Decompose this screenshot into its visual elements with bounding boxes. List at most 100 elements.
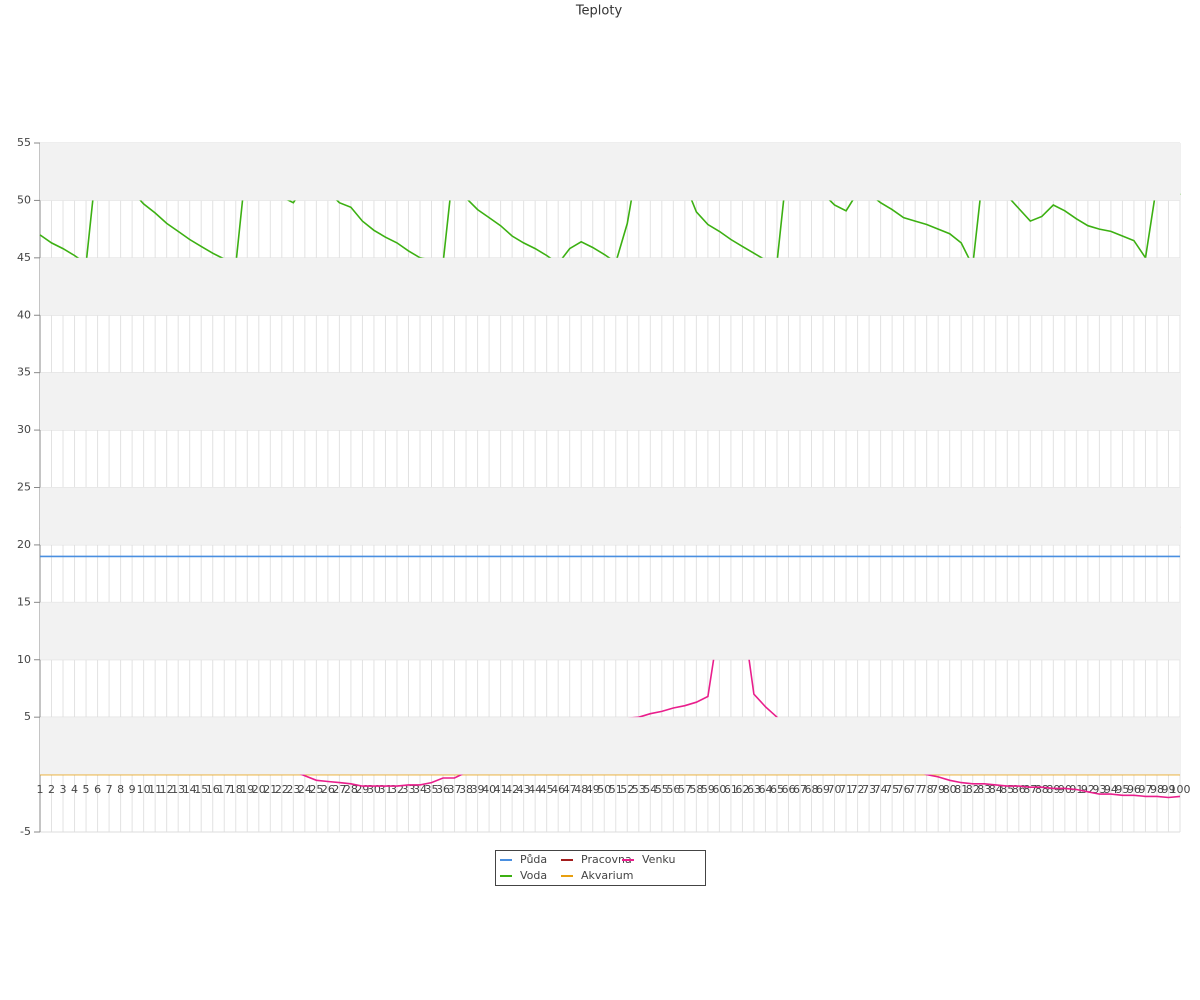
- x-tick-label: 55: [655, 783, 669, 796]
- x-tick-label: 68: [805, 783, 819, 796]
- chart-title: Teploty: [575, 4, 623, 19]
- x-tick-label: 36: [436, 783, 450, 796]
- x-tick-label: 71: [839, 783, 853, 796]
- x-tick-label: 100: [1170, 783, 1191, 796]
- legend-label: Pracovna: [581, 853, 632, 866]
- y-tick-label: 55: [17, 136, 31, 149]
- x-tick-label: 99: [1161, 783, 1175, 796]
- x-tick-label: 51: [609, 783, 623, 796]
- x-tick-label: 66: [781, 783, 795, 796]
- x-tick-label: 21: [263, 783, 277, 796]
- x-tick-label: 44: [528, 783, 542, 796]
- x-tick-label: 13: [171, 783, 185, 796]
- x-tick-label: 84: [989, 783, 1003, 796]
- x-tick-label: 98: [1150, 783, 1164, 796]
- y-tick-label: 20: [17, 538, 31, 551]
- x-tick-label: 61: [724, 783, 738, 796]
- x-tick-label: 96: [1127, 783, 1141, 796]
- x-tick-label: 42: [505, 783, 519, 796]
- x-tick-label: 3: [60, 783, 67, 796]
- x-tick-label: 76: [897, 783, 911, 796]
- y-tick-label: 5: [24, 710, 31, 723]
- x-tick-label: 89: [1046, 783, 1060, 796]
- x-tick-label: 70: [828, 783, 842, 796]
- x-tick-label: 47: [563, 783, 577, 796]
- y-tick-label: 30: [17, 423, 31, 436]
- y-tick-label: 15: [17, 595, 31, 608]
- legend-item: Voda: [500, 869, 547, 882]
- x-tick-label: 25: [309, 783, 323, 796]
- legend-label: Venku: [642, 853, 675, 866]
- x-tick-label: 11: [148, 783, 162, 796]
- x-tick-label: 37: [448, 783, 462, 796]
- x-tick-label: 72: [851, 783, 865, 796]
- x-tick-label: 27: [332, 783, 346, 796]
- x-tick-label: 97: [1138, 783, 1152, 796]
- x-tick-label: 7: [106, 783, 113, 796]
- legend-item: Půda: [500, 853, 547, 866]
- x-tick-label: 40: [482, 783, 496, 796]
- x-tick-label: 59: [701, 783, 715, 796]
- x-tick-label: 38: [459, 783, 473, 796]
- x-tick-label: 1: [37, 783, 44, 796]
- x-tick-label: 63: [747, 783, 761, 796]
- x-tick-label: 79: [931, 783, 945, 796]
- x-tick-label: 15: [194, 783, 208, 796]
- x-tick-label: 23: [286, 783, 300, 796]
- x-tick-label: 95: [1115, 783, 1129, 796]
- x-tick-label: 46: [551, 783, 565, 796]
- x-tick-label: 53: [632, 783, 646, 796]
- x-tick-label: 20: [252, 783, 266, 796]
- x-tick-label: 4: [71, 783, 78, 796]
- x-tick-label: 64: [758, 783, 772, 796]
- x-tick-label: 34: [413, 783, 427, 796]
- x-tick-label: 81: [954, 783, 968, 796]
- legend-label: Akvarium: [581, 869, 633, 882]
- x-tick-label: 54: [643, 783, 657, 796]
- x-tick-label: 62: [735, 783, 749, 796]
- y-tick-label: 10: [17, 653, 31, 666]
- grid-band: [40, 143, 1180, 201]
- x-tick-label: 65: [770, 783, 784, 796]
- x-tick-label: 14: [183, 783, 197, 796]
- x-tick-label: 5: [83, 783, 90, 796]
- legend-label: Půda: [520, 853, 547, 866]
- legend-box: [495, 850, 706, 886]
- x-tick-label: 6: [94, 783, 101, 796]
- x-tick-label: 22: [275, 783, 289, 796]
- grid-band: [40, 717, 1180, 775]
- y-tick-label: 40: [17, 308, 31, 321]
- x-tick-label: 74: [874, 783, 888, 796]
- y-tick-label: 25: [17, 481, 31, 494]
- x-tick-label: 69: [816, 783, 830, 796]
- x-tick-label: 26: [321, 783, 335, 796]
- x-tick-label: 88: [1035, 783, 1049, 796]
- grid-band: [40, 372, 1180, 431]
- x-tick-label: 33: [401, 783, 415, 796]
- x-tick-label: 17: [217, 783, 231, 796]
- legend-label: Voda: [520, 869, 547, 882]
- x-tick-label: 75: [885, 783, 899, 796]
- x-tick-label: 24: [298, 783, 312, 796]
- x-tick-label: 43: [517, 783, 531, 796]
- x-tick-label: 16: [206, 783, 220, 796]
- x-tick-label: 18: [229, 783, 243, 796]
- x-tick-label: 48: [574, 783, 588, 796]
- x-tick-label: 9: [129, 783, 136, 796]
- x-tick-label: 28: [344, 783, 358, 796]
- x-tick-label: 8: [117, 783, 124, 796]
- x-tick-label: 94: [1104, 783, 1118, 796]
- grid-band: [40, 257, 1180, 316]
- x-tick-label: 58: [689, 783, 703, 796]
- x-tick-label: 41: [494, 783, 508, 796]
- y-tick-label: 50: [17, 193, 31, 206]
- y-tick-label: -5: [20, 825, 31, 838]
- x-tick-label: 60: [712, 783, 726, 796]
- legend-item: Pracovna: [561, 853, 632, 866]
- x-tick-label: 19: [240, 783, 254, 796]
- grid-band: [40, 487, 1180, 545]
- y-tick-label: 45: [17, 251, 31, 264]
- x-tick-label: 73: [862, 783, 876, 796]
- legend-item: Akvarium: [561, 869, 633, 882]
